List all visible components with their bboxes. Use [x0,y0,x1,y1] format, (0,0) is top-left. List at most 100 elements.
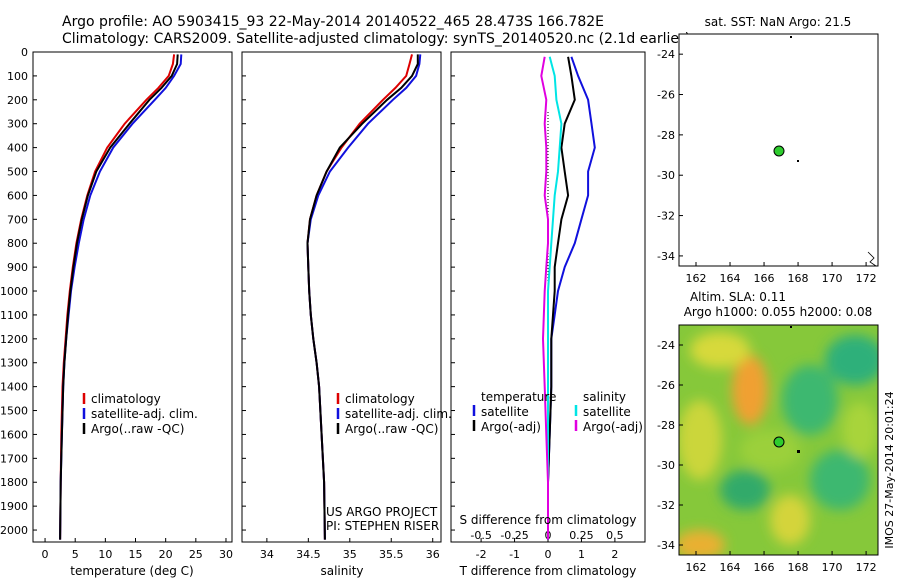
map-top-title: sat. SST: NaN Argo: 21.5 [705,15,852,29]
map-x-tick-label: 164 [720,561,741,574]
float-point [797,450,800,453]
salinity-panel [241,51,442,543]
project-line1: US ARGO PROJECT [326,505,438,519]
depth-tick-label: 1400 [0,381,28,394]
legend-s-satellite: satellite [583,405,631,419]
map-bottom-title1: Altim. SLA: 0.11 [690,290,786,304]
x-tick-label: 5 [72,548,79,561]
depth-tick-label: 200 [7,94,28,107]
depth-tick-label: 100 [7,70,28,83]
depth-tick-label: 400 [7,142,28,155]
header-line2: Climatology: CARS2009. Satellite-adjuste… [62,31,690,47]
legend-s-argo: Argo(-adj) [583,420,643,434]
sst-map-axes: 162 164 166 168 170 172 -24 -26 -28 -30 -32 -34 [657,48,877,285]
series-line [59,54,176,540]
map-y-tick-label: -32 [657,499,675,512]
x-tick-label: 35 [343,548,357,561]
temperature-legend: climatology satellite-adj. clim. Argo(..… [82,392,198,436]
argo-location-marker [773,145,785,157]
depth-tick-label: 1100 [0,309,28,322]
sdiff-label: S difference from climatology [460,513,637,527]
x-tick-label: 34.5 [296,548,321,561]
map-y-tick-label: -30 [657,169,675,182]
depth-tick-label: 700 [7,213,28,226]
float-point [790,36,792,38]
map-x-tick-label: 172 [856,272,877,285]
s-tick-label: 0.5 [606,529,624,542]
map-x-tick-label: 168 [788,561,809,574]
map-y-tick-label: -30 [657,459,675,472]
sla-map-frame [678,324,879,556]
difference-legend: temperature satellite Argo(-adj) salinit… [472,390,643,434]
x-tick-label: 1 [578,548,585,561]
depth-axis: 0 100 200 300 400 500 600 700 800 900 1000 1100 1200… [0,46,455,537]
x-tick-label: -1 [509,548,520,561]
float-point [797,160,799,162]
temperature-plot: 0 5 10 15 20 25 30 [42,54,233,561]
legend-t-satellite: satellite [481,405,529,419]
map-y-tick-label: -26 [657,89,675,102]
map-y-tick-label: -34 [657,250,675,263]
map-x-tick-label: 164 [720,272,741,285]
header-line1: Argo profile: AO 5903415_93 22-May-2014 … [62,14,604,30]
map-y-tick-label: -34 [657,539,675,552]
legend-temperature-title: temperature [481,390,556,404]
map-x-tick-label: 170 [822,272,843,285]
map-y-tick-label: -28 [657,419,675,432]
legend-argo: Argo(..raw -QC) [345,422,438,436]
temperature-panel [32,51,233,543]
depth-tick-label: 0 [21,46,28,59]
temperature-xlabel: temperature (deg C) [70,564,193,578]
coastline [867,251,877,267]
map-y-tick-label: -32 [657,210,675,223]
map-y-tick-label: -28 [657,129,675,142]
s-tick-label: -0.25 [500,529,528,542]
x-tick-label: 0 [42,548,49,561]
float-point [790,326,792,328]
depth-tick-label: 1500 [0,405,28,418]
map-x-tick-label: 162 [686,272,707,285]
sla-map-axes: 162 164 166 168 170 172 -24 -26 -28 -30 -32 -34 [657,339,877,574]
imos-timestamp: IMOS 27-May-2014 20:01:24 [883,391,896,548]
argo-location-marker-sla [773,436,785,448]
depth-tick-label: 1000 [0,285,28,298]
x-tick-label: 25 [189,548,203,561]
depth-tick-label: 900 [7,261,28,274]
project-line2: PI: STEPHEN RISER [326,519,439,533]
depth-tick-label: 800 [7,237,28,250]
x-tick-label: 10 [98,548,112,561]
legend-satellite: satellite-adj. clim. [91,407,198,421]
depth-tick-label: 2000 [0,524,28,537]
map-x-tick-label: 166 [754,272,775,285]
x-tick-label: 30 [219,548,233,561]
map-y-tick-label: -24 [657,339,675,352]
sst-map [678,33,879,267]
map-x-tick-label: 166 [754,561,775,574]
map-x-tick-label: 162 [686,561,707,574]
series-line [547,56,563,540]
salinity-plot: 34 34.5 35 35.5 36 [260,54,440,561]
map-y-tick-label: -26 [657,379,675,392]
x-tick-label: 35.5 [379,548,404,561]
map-bottom-title2: Argo h1000: 0.055 h2000: 0.08 [684,305,873,319]
series-line [540,56,549,540]
s-tick-label: -0.5 [470,529,491,542]
depth-tick-label: 1700 [0,452,28,465]
legend-argo: Argo(..raw -QC) [91,422,184,436]
depth-tick-label: 600 [7,189,28,202]
legend-climatology: climatology [345,392,415,406]
x-tick-label: 20 [159,548,173,561]
tdiff-xlabel: T difference from climatology [459,564,637,578]
map-y-tick-label: -24 [657,48,675,61]
series-line [547,56,576,540]
x-tick-label: 15 [129,548,143,561]
x-tick-label: 34 [260,548,274,561]
depth-tick-label: 1900 [0,500,28,513]
depth-tick-label: 500 [7,166,28,179]
series-line [59,54,183,540]
legend-t-argo: Argo(-adj) [481,420,541,434]
x-tick-label: 0 [545,548,552,561]
depth-tick-label: 300 [7,118,28,131]
